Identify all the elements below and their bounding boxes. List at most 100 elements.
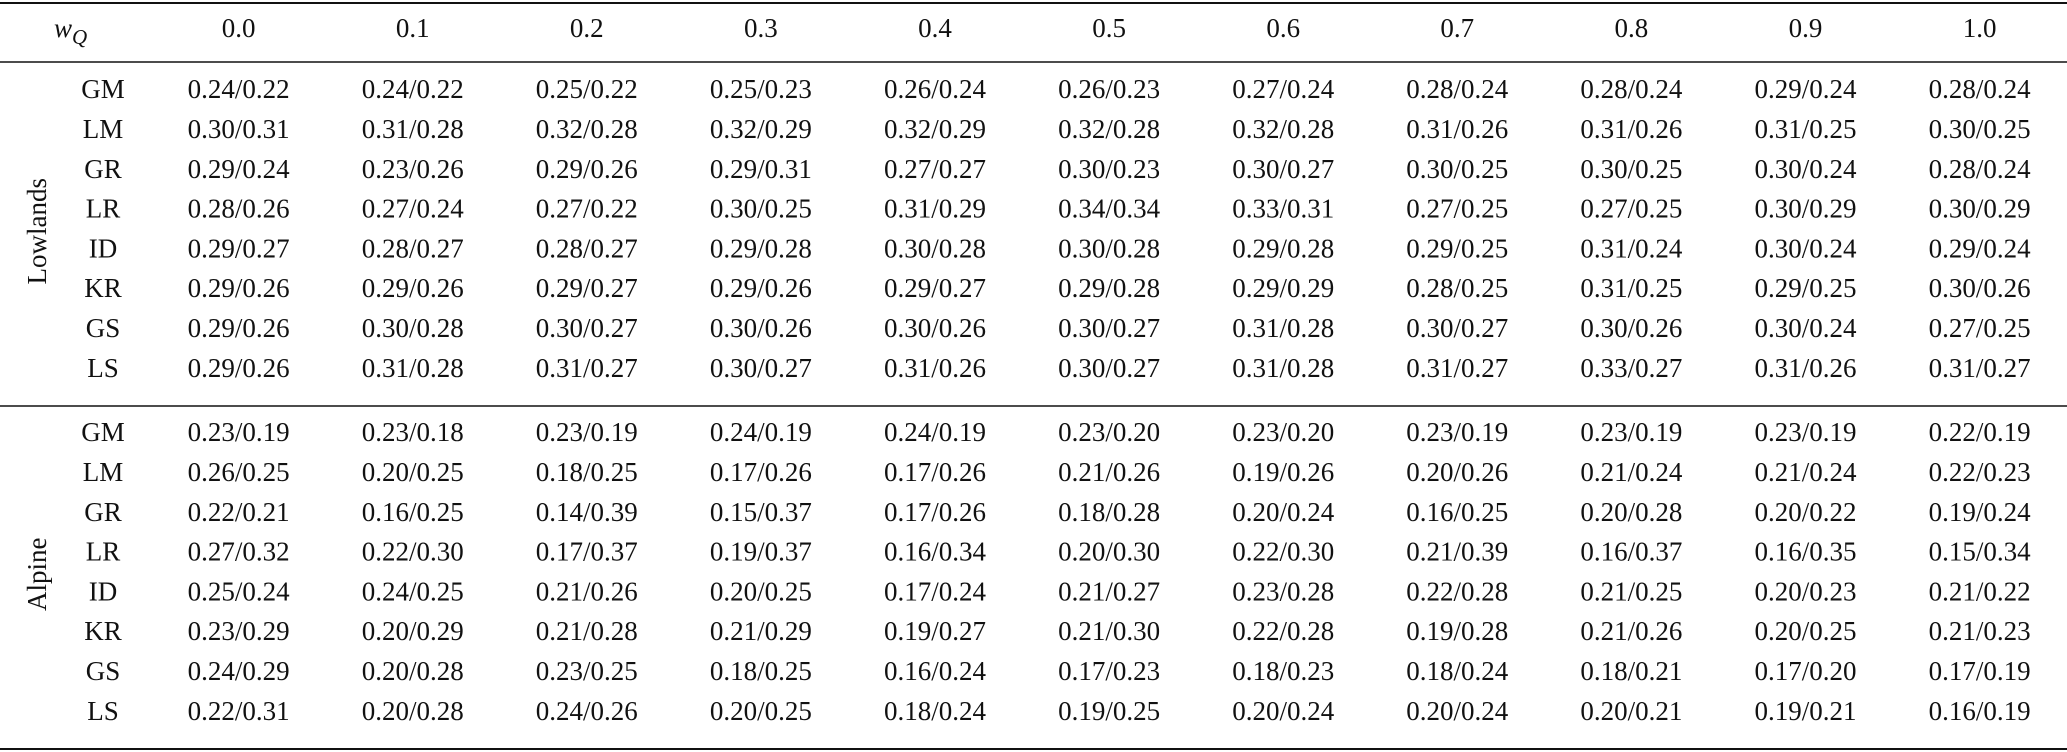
cell: 0.19/0.28 <box>1406 616 1508 646</box>
cell: 0.31/0.27 <box>536 353 638 383</box>
cell: 0.16/0.35 <box>1754 537 1856 567</box>
group-label: Alpine <box>22 538 52 612</box>
cell: 0.29/0.28 <box>1232 233 1334 263</box>
cell: 0.20/0.28 <box>362 656 464 686</box>
row-label: GS <box>86 656 121 686</box>
cell: 0.32/0.28 <box>536 114 638 144</box>
cell: 0.20/0.28 <box>362 696 464 726</box>
column-header: 0.8 <box>1615 13 1649 43</box>
cell: 0.27/0.22 <box>536 194 638 224</box>
cell: 0.27/0.25 <box>1580 194 1682 224</box>
cell: 0.30/0.26 <box>1580 313 1682 343</box>
cell: 0.30/0.27 <box>536 313 638 343</box>
cell: 0.18/0.21 <box>1580 656 1682 686</box>
column-header: 0.6 <box>1266 13 1300 43</box>
cell: 0.33/0.27 <box>1580 353 1682 383</box>
cell: 0.31/0.27 <box>1929 353 2031 383</box>
cell: 0.31/0.29 <box>884 194 986 224</box>
cell: 0.28/0.27 <box>536 233 638 263</box>
cell: 0.30/0.24 <box>1754 154 1857 184</box>
cell: 0.31/0.27 <box>1406 353 1508 383</box>
cell: 0.22/0.30 <box>362 537 464 567</box>
cell: 0.20/0.25 <box>1754 616 1856 646</box>
cell: 0.17/0.19 <box>1929 656 2031 686</box>
cell: 0.29/0.26 <box>188 273 290 303</box>
cell: 0.23/0.19 <box>1406 417 1508 447</box>
cell: 0.23/0.19 <box>536 417 638 447</box>
cell: 0.26/0.23 <box>1058 74 1160 104</box>
cell: 0.31/0.25 <box>1754 114 1856 144</box>
cell: 0.30/0.27 <box>1406 313 1508 343</box>
cell: 0.24/0.25 <box>362 576 464 606</box>
cell: 0.30/0.27 <box>710 353 812 383</box>
cell: 0.31/0.26 <box>884 353 986 383</box>
cell: 0.15/0.37 <box>710 497 812 527</box>
cell: 0.20/0.23 <box>1754 576 1856 606</box>
column-header: 0.7 <box>1440 13 1474 43</box>
cell: 0.23/0.19 <box>1580 417 1682 447</box>
cell: 0.32/0.28 <box>1058 114 1160 144</box>
row-label: GM <box>81 74 125 104</box>
cell: 0.30/0.25 <box>1929 114 2031 144</box>
cell: 0.29/0.28 <box>710 233 812 263</box>
cell: 0.34/0.34 <box>1058 194 1161 224</box>
cell: 0.20/0.26 <box>1406 457 1508 487</box>
cell: 0.32/0.29 <box>710 114 812 144</box>
cell: 0.20/0.24 <box>1406 696 1509 726</box>
cell: 0.33/0.31 <box>1232 194 1334 224</box>
cell: 0.30/0.27 <box>1058 313 1160 343</box>
column-header: 0.3 <box>744 13 778 43</box>
cell: 0.30/0.26 <box>710 313 812 343</box>
cell: 0.21/0.22 <box>1929 576 2031 606</box>
cell: 0.21/0.29 <box>710 616 812 646</box>
cell: 0.28/0.24 <box>1406 74 1509 104</box>
cell: 0.27/0.24 <box>362 194 465 224</box>
cell: 0.29/0.27 <box>884 273 986 303</box>
cell: 0.25/0.24 <box>188 576 291 606</box>
cell: 0.22/0.21 <box>188 497 290 527</box>
cell: 0.18/0.25 <box>710 656 812 686</box>
row-label: GS <box>86 313 121 343</box>
cell: 0.20/0.24 <box>1232 696 1335 726</box>
cell: 0.30/0.28 <box>362 313 464 343</box>
cell: 0.16/0.24 <box>884 656 987 686</box>
cell: 0.29/0.26 <box>536 154 638 184</box>
cell: 0.19/0.25 <box>1058 696 1160 726</box>
cell: 0.27/0.27 <box>884 154 986 184</box>
cell: 0.20/0.25 <box>710 576 812 606</box>
cell: 0.22/0.31 <box>188 696 290 726</box>
cell: 0.17/0.23 <box>1058 656 1160 686</box>
row-label: GR <box>84 497 122 527</box>
column-header: 1.0 <box>1963 13 1997 43</box>
cell: 0.21/0.26 <box>1580 616 1682 646</box>
cell: 0.22/0.28 <box>1232 616 1334 646</box>
cell: 0.17/0.20 <box>1754 656 1856 686</box>
column-header: 0.2 <box>570 13 604 43</box>
cell: 0.21/0.26 <box>1058 457 1160 487</box>
cell: 0.28/0.24 <box>1580 74 1683 104</box>
cell: 0.16/0.34 <box>884 537 987 567</box>
cell: 0.20/0.25 <box>362 457 464 487</box>
corner-label: wQ <box>54 13 87 49</box>
cell: 0.29/0.26 <box>710 273 812 303</box>
cell: 0.23/0.25 <box>536 656 638 686</box>
cell: 0.31/0.26 <box>1406 114 1508 144</box>
cell: 0.20/0.30 <box>1058 537 1160 567</box>
cell: 0.22/0.28 <box>1406 576 1508 606</box>
cell: 0.30/0.25 <box>1406 154 1508 184</box>
cell: 0.19/0.27 <box>884 616 986 646</box>
cell: 0.32/0.29 <box>884 114 986 144</box>
cell: 0.15/0.34 <box>1929 537 2032 567</box>
cell: 0.28/0.24 <box>1929 74 2032 104</box>
row-label: LM <box>83 114 124 144</box>
cell: 0.30/0.24 <box>1754 313 1857 343</box>
cell: 0.21/0.30 <box>1058 616 1160 646</box>
cell: 0.23/0.20 <box>1058 417 1160 447</box>
cell: 0.30/0.26 <box>884 313 986 343</box>
cell: 0.24/0.19 <box>710 417 812 447</box>
cell: 0.29/0.24 <box>188 154 291 184</box>
cell: 0.17/0.24 <box>884 576 987 606</box>
cell: 0.19/0.26 <box>1232 457 1334 487</box>
group-label: Lowlands <box>22 178 52 284</box>
cell: 0.20/0.29 <box>362 616 464 646</box>
